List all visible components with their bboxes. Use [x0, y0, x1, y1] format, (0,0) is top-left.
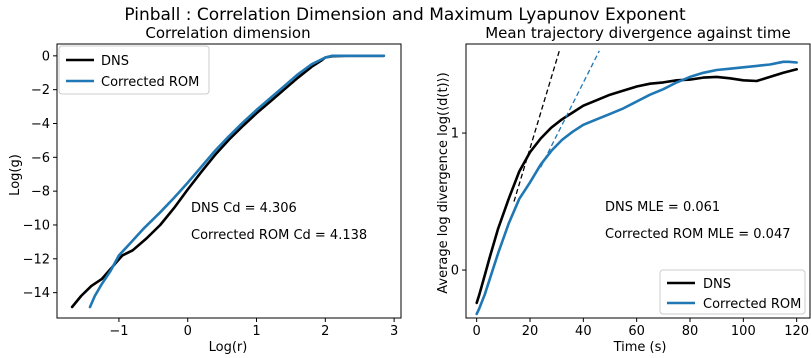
- plot-area: −1 0 1 2 30−2−4−6−8−10−12−14: [23, 43, 402, 339]
- annotation-rom-cd: Corrected ROM Cd = 4.138: [191, 228, 367, 243]
- legend: DNS Corrected ROM: [58, 45, 210, 95]
- y-tick-label: −10: [23, 218, 50, 233]
- x-tick-label: 80: [682, 324, 699, 339]
- y-tick-label: 0: [42, 49, 50, 64]
- y-tick-label: −6: [31, 151, 50, 166]
- x-tick-label: 0: [184, 324, 192, 339]
- y-tick-label: −2: [31, 83, 50, 98]
- y-axis-label: Log(g): [8, 154, 23, 196]
- chart-correlation-dimension: Correlation dimension −1 0 1 2 30−2−4−6−8−10…: [8, 24, 402, 355]
- figure-title: Pinball : Correlation Dimension and Maxi…: [124, 5, 686, 25]
- x-tick-label: 2: [321, 324, 329, 339]
- y-tick-label: 0: [451, 264, 459, 279]
- x-tick-label: −1: [109, 324, 128, 339]
- legend-label-dns: DNS: [703, 277, 731, 292]
- x-tick-label: 100: [731, 324, 756, 339]
- y-tick-label: −12: [23, 252, 50, 267]
- series-line-dns: [475, 68, 799, 305]
- legend-box: [659, 269, 806, 315]
- x-tick-label: 120: [784, 324, 809, 339]
- legend: DNS Corrected ROM: [659, 269, 806, 315]
- annotation-dns-mle: DNS MLE = 0.061: [605, 200, 720, 215]
- annotation-rom-mle: Corrected ROM MLE = 0.047: [605, 227, 791, 242]
- legend-label-rom: Corrected ROM: [703, 297, 801, 312]
- fit-line-corrected-rom: [540, 50, 600, 168]
- x-axis-label: Time (s): [613, 340, 667, 354]
- chart-title: Mean trajectory divergence against time: [485, 24, 791, 42]
- annotation-dns-cd: DNS Cd = 4.306: [191, 201, 297, 216]
- x-axis-label: Log(r): [209, 340, 248, 354]
- x-tick-label: 20: [522, 324, 539, 339]
- series-line-corrected-rom: [88, 54, 386, 309]
- y-tick-label: −14: [23, 286, 50, 301]
- y-tick-label: 1: [451, 127, 459, 142]
- chart-trajectory-divergence: Mean trajectory divergence against time …: [436, 24, 811, 355]
- y-axis-label: Average log divergence log(⟨d(t)⟩): [436, 72, 451, 294]
- legend-box: [58, 45, 210, 95]
- axes-frame: [465, 43, 811, 319]
- chart-title: Correlation dimension: [145, 24, 310, 42]
- x-tick-label: 60: [628, 324, 645, 339]
- fit-line-dns: [513, 50, 560, 202]
- axes-frame: [56, 43, 402, 319]
- plot-area: 0 20 40 60 80 100 120 0 1: [451, 43, 811, 339]
- legend-label-dns: DNS: [101, 54, 129, 69]
- x-tick-label: 1: [252, 324, 260, 339]
- legend-label-rom: Corrected ROM: [101, 75, 199, 90]
- y-tick-label: −8: [31, 185, 50, 200]
- x-tick-label: 0: [473, 324, 481, 339]
- y-tick-label: −4: [31, 117, 50, 132]
- series-line-corrected-rom: [475, 60, 799, 316]
- x-tick-label: 3: [390, 324, 398, 339]
- x-tick-label: 40: [575, 324, 592, 339]
